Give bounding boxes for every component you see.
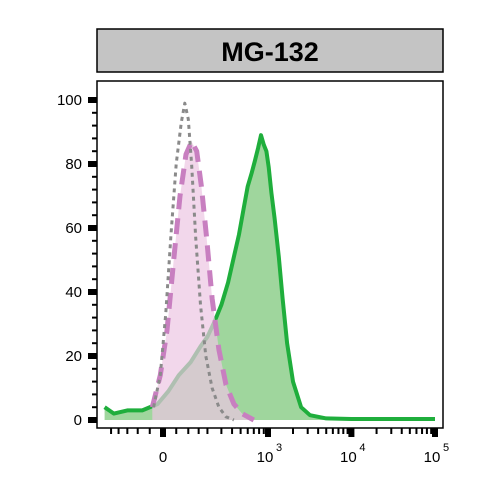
y-tick-label: 40 (65, 284, 82, 301)
y-tick-label: 20 (65, 348, 82, 365)
series-area-pink-dashed (152, 141, 254, 420)
chart-title: MG-132 (221, 37, 319, 67)
series-line-pink-dashed (149, 139, 255, 423)
x-tick-label-base: 10 (424, 449, 441, 466)
x-major-tick (348, 428, 355, 437)
x-major-tick (432, 428, 438, 437)
y-tick-label: 100 (57, 92, 82, 109)
x-tick-label: 0 (159, 449, 167, 466)
y-tick-label: 60 (65, 220, 82, 237)
y-major-tick (88, 417, 97, 423)
series-line-gray-dotted (152, 101, 235, 422)
x-tick-label-exponent: 4 (359, 442, 365, 454)
x-tick-label-base: 10 (257, 449, 274, 466)
y-tick-label: 0 (74, 412, 82, 429)
y-tick-label: 80 (65, 156, 82, 173)
x-tick-label: 105 (424, 442, 449, 466)
x-tick-label-base: 0 (159, 449, 167, 466)
x-tick-label: 103 (257, 442, 282, 466)
x-tick-label-base: 10 (340, 449, 357, 466)
x-major-tick (265, 428, 271, 437)
x-tick-label-exponent: 5 (443, 442, 449, 454)
y-major-tick (88, 161, 97, 167)
y-major-tick (88, 353, 97, 359)
y-major-tick (88, 225, 97, 231)
x-tick-label: 104 (340, 442, 365, 466)
title-strip: MG-132 (96, 28, 444, 73)
y-major-tick (88, 289, 97, 295)
series-area-green-solid (104, 135, 435, 420)
series-layer (103, 101, 435, 423)
x-major-tick (160, 428, 166, 437)
y-major-tick (88, 97, 97, 103)
y-axis: 0 20 40 60 80 100 (57, 92, 97, 429)
x-tick-label-exponent: 3 (276, 442, 282, 454)
